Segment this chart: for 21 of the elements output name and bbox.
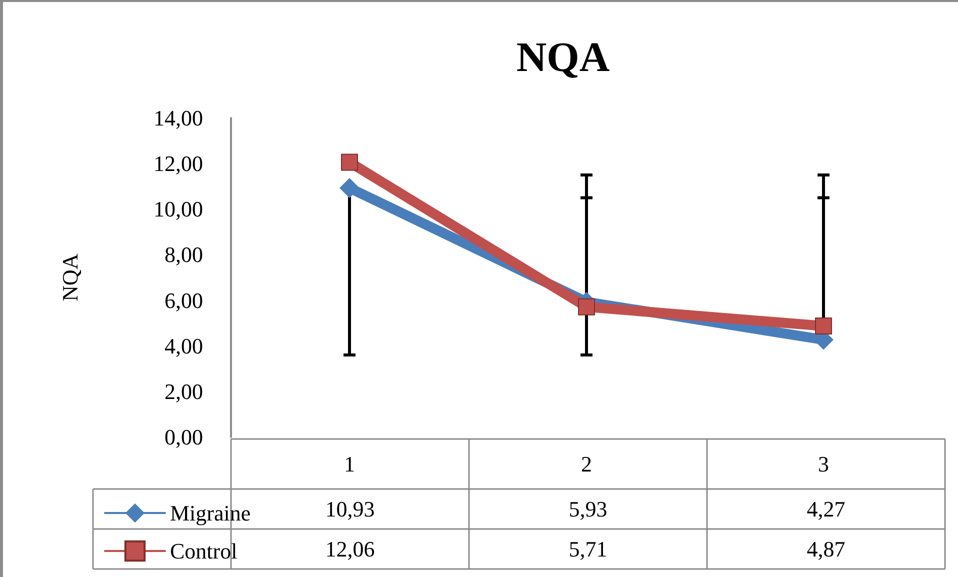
- data-label: 4,87: [806, 536, 846, 562]
- chart-title: NQA: [516, 35, 610, 81]
- y-tick-label: 2,00: [164, 378, 203, 404]
- y-tick-label: 4,00: [164, 333, 203, 358]
- x-tick-label: 3: [818, 452, 829, 476]
- y-tick-label: 14,00: [154, 106, 203, 130]
- y-tick-label: 6,00: [164, 288, 203, 313]
- y-tick-label: 10,00: [154, 196, 203, 222]
- y-axis-title: NQA: [58, 254, 82, 302]
- y-tick-label: 8,00: [164, 242, 203, 268]
- y-tick-label: 12,00: [154, 151, 203, 176]
- data-label: 5,71: [568, 536, 608, 562]
- data-label: 10,93: [325, 496, 375, 522]
- data-label: 5,93: [568, 496, 608, 522]
- data-label: 4,27: [806, 496, 846, 522]
- x-tick-label: 1: [344, 452, 355, 476]
- y-tick-label: 0,00: [164, 424, 203, 450]
- data-label: 12,06: [325, 536, 375, 562]
- legend-label: Control: [170, 538, 238, 564]
- x-tick-label: 2: [581, 452, 592, 476]
- legend-label: Migraine: [170, 500, 251, 526]
